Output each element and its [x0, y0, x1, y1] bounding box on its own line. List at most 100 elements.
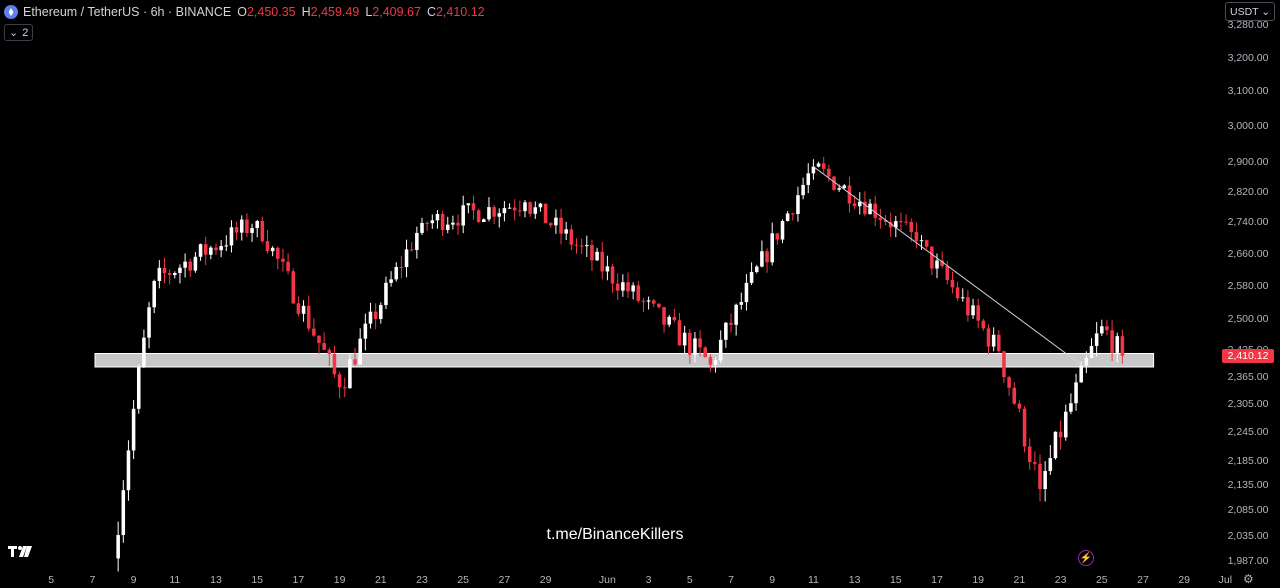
candle-body: [435, 213, 440, 221]
candle: [888, 212, 893, 238]
candle: [1105, 319, 1109, 336]
currency-value: USDT: [1230, 5, 1259, 18]
candle: [1007, 376, 1011, 396]
price-tick-label: 2,245.00: [1228, 426, 1269, 438]
tradingview-logo-icon[interactable]: [8, 544, 32, 558]
trendline[interactable]: [813, 166, 1082, 366]
candle-body: [533, 207, 538, 214]
candle: [348, 352, 352, 389]
candle: [1058, 420, 1063, 450]
candle-body: [971, 305, 975, 316]
time-tick-label: 15: [890, 574, 902, 586]
candle: [131, 399, 136, 460]
flash-icon[interactable]: ⚡: [1078, 550, 1094, 566]
candle-body: [1063, 411, 1068, 438]
candle-body: [688, 332, 692, 355]
candle-body: [497, 213, 502, 217]
candle-body: [322, 343, 326, 350]
candle: [657, 303, 661, 309]
candle: [626, 272, 630, 298]
candle: [306, 295, 311, 332]
currency-select[interactable]: USDT ⌄: [1225, 2, 1275, 21]
candle-body: [559, 217, 563, 234]
candle: [379, 302, 383, 324]
high-value: 2,459.49: [310, 5, 360, 19]
candle-body: [677, 320, 682, 346]
candle: [1115, 332, 1120, 363]
candle-body: [404, 249, 409, 268]
candle-body: [1105, 326, 1109, 331]
candle: [724, 322, 728, 348]
candle: [857, 192, 862, 215]
candle: [548, 222, 553, 228]
candle-body: [693, 338, 697, 355]
candle: [971, 298, 975, 319]
candle: [1063, 404, 1068, 441]
candle-body: [734, 304, 738, 325]
candle-body: [368, 311, 373, 324]
candle-body: [1079, 365, 1083, 383]
candle: [955, 281, 960, 302]
candle: [791, 212, 795, 221]
indicator-count: 2: [22, 26, 29, 39]
candle-body: [991, 334, 996, 347]
candle-body: [219, 246, 223, 251]
candle-body: [708, 357, 713, 365]
candle-body: [512, 207, 517, 211]
candle: [806, 163, 811, 194]
candle-body: [250, 228, 254, 233]
price-tick-label: 2,820.00: [1228, 186, 1269, 198]
price-tick-label: 3,100.00: [1228, 85, 1269, 97]
candle-body: [919, 240, 924, 242]
candle-body: [724, 322, 728, 340]
candle-body: [930, 246, 934, 269]
candle: [765, 248, 769, 273]
candle: [461, 195, 465, 234]
candle: [1048, 444, 1053, 475]
indicator-toggle-button[interactable]: ⌄ 2: [4, 24, 34, 41]
time-tick-label: 9: [769, 574, 775, 586]
time-tick-label: Jul: [1219, 574, 1232, 586]
candle: [250, 223, 254, 242]
candle: [384, 276, 388, 310]
candle-body: [286, 261, 290, 272]
candle-body: [796, 195, 800, 215]
candle-body: [327, 349, 332, 354]
price-tick-label: 3,200.00: [1228, 52, 1269, 64]
candle-body: [317, 335, 321, 344]
candle-body: [857, 201, 862, 207]
support-zone[interactable]: [94, 353, 1155, 368]
candle: [466, 203, 471, 214]
candle: [142, 329, 146, 369]
candles: [116, 156, 1125, 572]
trendline-line[interactable]: [813, 166, 1082, 366]
gear-icon[interactable]: ⚙: [1243, 572, 1254, 586]
price-tick-label: 2,085.00: [1228, 504, 1269, 516]
candle-body: [255, 221, 259, 229]
candle-body: [301, 305, 306, 314]
candle: [492, 204, 496, 224]
candle-body: [626, 282, 630, 292]
candle-body: [260, 221, 265, 242]
price-tick-label: 2,035.00: [1228, 530, 1269, 542]
candle: [785, 211, 790, 222]
exchange: BINANCE: [175, 5, 232, 19]
candle: [188, 258, 193, 277]
candle: [1079, 361, 1083, 383]
candle: [894, 215, 898, 238]
candle-body: [1027, 446, 1032, 463]
candle-body: [595, 251, 599, 261]
price-axis[interactable]: 3,280.00 3,200.00 3,100.00 3,000.00 2,900.00…: [1228, 19, 1269, 567]
candle-body: [358, 338, 362, 365]
time-tick-label: 29: [540, 574, 552, 586]
candle-body: [528, 202, 532, 214]
candle-body: [1038, 463, 1042, 489]
candle-body: [173, 273, 177, 276]
support-zone-rect[interactable]: [94, 353, 1155, 368]
interval[interactable]: 6h: [150, 5, 165, 19]
symbol-name[interactable]: Ethereum / TetherUS: [23, 5, 140, 19]
time-axis[interactable]: 5 7 9 11 13 15 17 19 21 23 25 27 29 Jun 3 5 7 9 11 13 15 17 19…: [48, 574, 1232, 586]
candle-body: [966, 297, 970, 316]
candle-body: [739, 302, 744, 305]
